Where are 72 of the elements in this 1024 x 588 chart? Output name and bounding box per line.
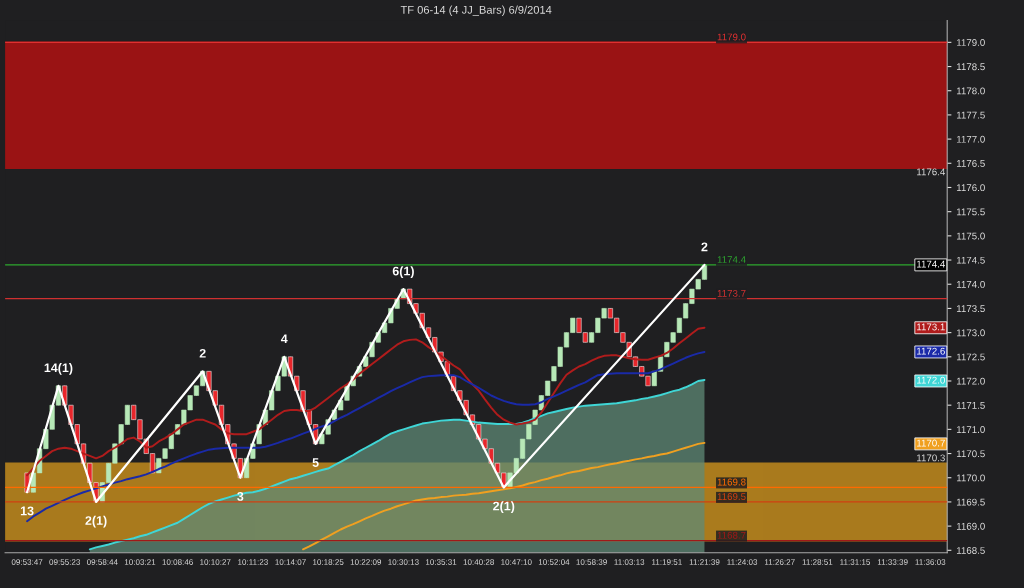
annotation: 1174.4 [917,260,946,268]
annotation: 2(1) [85,515,107,528]
line-series [26,326,706,477]
x-tick-label: 11:03:13 [614,559,645,565]
x-tick-label: 09:53:47 [11,559,43,565]
y-tick-label: 1175.5 [956,208,985,216]
ref-line-label: 1179.0 [717,33,746,41]
band-label: 1170.3 [917,454,945,462]
ref-line-label: 1174.4 [717,256,746,263]
x-tick-label: 11:36:03 [915,559,946,565]
y-tick-label: 1176.5 [956,160,985,167]
y-tick-label: 1174.5 [956,256,985,264]
y-tick-label: 1168.5 [956,547,985,554]
band-label: 1176.4 [917,168,946,176]
y-tick-label: 1173.5 [956,305,985,313]
x-tick-label: 10:47:10 [501,559,532,565]
y-tick-label: 1173.0 [956,329,985,337]
annotation: 1172.6 [917,347,945,355]
x-tick-label: 10:11:23 [238,559,268,565]
annotation: 13 [20,506,34,516]
line-series [302,441,706,551]
y-tick-label: 1179.0 [956,39,985,46]
x-tick-label: 10:40:28 [463,559,494,565]
y-tick-label: 1174.0 [956,280,985,288]
y-tick-label: 1171.0 [956,426,985,433]
annotation: 2 [199,348,206,358]
y-tick-label: 1177.5 [956,111,985,119]
x-tick-label: 11:31:15 [840,559,871,565]
x-tick-label: 11:26:27 [764,559,795,565]
y-tick-label: 1172.5 [956,353,985,361]
annotation: 1172.0 [917,376,945,384]
ref-line-label: 1169.5 [717,493,746,500]
annotation: 4 [280,334,288,344]
y-tick-label: 1175.0 [956,232,985,240]
y-tick-label: 1170.0 [956,474,985,482]
ref-line-label: 1173.7 [717,289,746,297]
x-tick-label: 10:22:09 [350,559,382,565]
x-tick-label: 11:28:51 [802,559,833,565]
ref-line-label: 1169.8 [717,478,746,486]
y-tick-label: 1178.0 [956,87,985,95]
annotation: 1170.7 [917,439,945,447]
y-tick-label: 1170.5 [956,450,985,458]
x-tick-label: 10:18:25 [313,559,344,565]
x-tick-label: 11:19:51 [652,559,682,565]
x-tick-label: 10:10:27 [200,559,231,565]
annotation: 1173.1 [917,323,945,331]
y-tick-label: 1178.5 [956,63,985,71]
annotation: 2 [701,242,708,252]
y-tick-label: 1172.0 [956,377,985,385]
x-tick-label: 10:58:39 [576,559,607,565]
y-tick-label: 1169.0 [956,522,985,530]
annotation: 2(1) [493,501,515,513]
y-tick-label: 1177.0 [956,135,985,143]
chart-title: TF 06-14 (4 JJ_Bars) 6/9/2014 [400,5,552,16]
y-tick-label: 1169.5 [956,498,985,506]
x-tick-label: 10:08:46 [162,559,193,565]
y-tick-label: 1176.0 [956,184,985,192]
annotation: 6(1) [392,266,414,278]
x-tick-label: 10:35:31 [425,559,457,565]
x-tick-label: 11:33:39 [877,559,908,565]
y-tick-label: 1171.5 [956,402,985,409]
x-tick-label: 11:21:39 [689,559,720,565]
x-tick-label: 11:24:03 [727,559,758,565]
x-tick-label: 09:58:44 [86,559,118,565]
x-tick-label: 10:03:21 [124,559,156,565]
x-tick-label: 10:14:07 [275,559,306,565]
annotation: 14(1) [44,363,73,375]
ref-line-label: 1168.7 [717,531,746,539]
annotation: 5 [312,458,319,467]
x-tick-label: 10:30:13 [388,559,419,565]
x-tick-label: 10:52:04 [538,559,570,565]
x-tick-label: 09:55:23 [49,559,81,565]
